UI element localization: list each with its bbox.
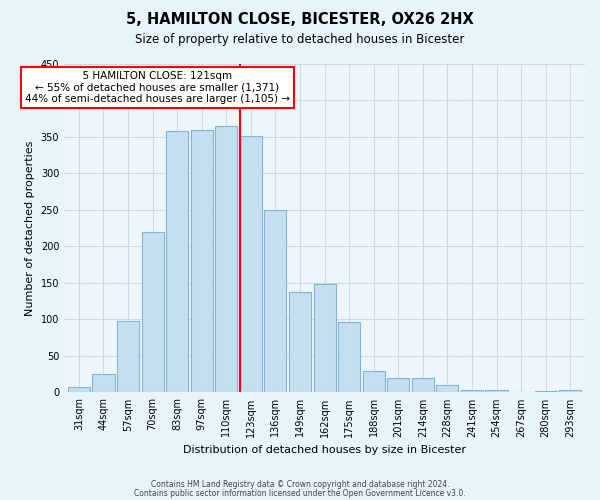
Bar (240, 136, 262, 392)
Bar (559, 390, 581, 392)
Bar (461, 390, 483, 392)
Bar (289, 292, 311, 392)
Text: Contains public sector information licensed under the Open Government Licence v3: Contains public sector information licen… (134, 488, 466, 498)
Bar (535, 391, 557, 392)
Text: Contains HM Land Registry data © Crown copyright and database right 2024.: Contains HM Land Registry data © Crown c… (151, 480, 449, 489)
Y-axis label: Number of detached properties: Number of detached properties (25, 140, 35, 316)
Text: 5, HAMILTON CLOSE, BICESTER, OX26 2HX: 5, HAMILTON CLOSE, BICESTER, OX26 2HX (126, 12, 474, 28)
Bar (314, 284, 335, 393)
Bar (387, 378, 409, 392)
Text: 5 HAMILTON CLOSE: 121sqm  
← 55% of detached houses are smaller (1,371)
44% of s: 5 HAMILTON CLOSE: 121sqm ← 55% of detach… (25, 71, 290, 104)
Bar (191, 130, 213, 392)
Bar (485, 390, 508, 392)
Bar (265, 210, 286, 392)
Text: Size of property relative to detached houses in Bicester: Size of property relative to detached ho… (136, 32, 464, 46)
Bar (362, 370, 385, 392)
Bar (142, 232, 164, 392)
Bar (215, 126, 238, 392)
Bar (117, 321, 139, 392)
Bar (68, 386, 90, 392)
Bar (436, 385, 458, 392)
Bar (92, 374, 115, 392)
X-axis label: Distribution of detached houses by size in Bicester: Distribution of detached houses by size … (183, 445, 466, 455)
Bar (412, 378, 434, 392)
Bar (166, 131, 188, 392)
Bar (338, 322, 360, 392)
